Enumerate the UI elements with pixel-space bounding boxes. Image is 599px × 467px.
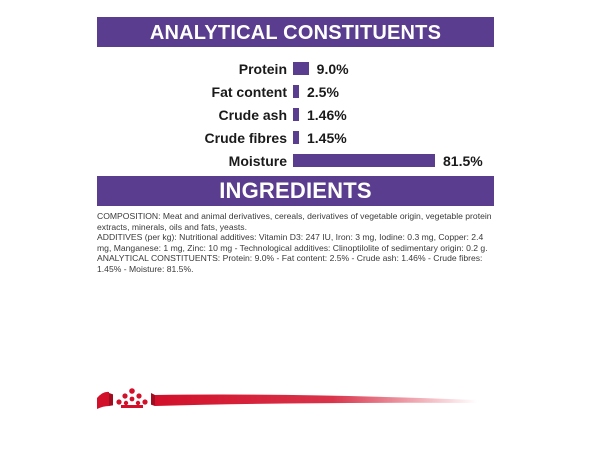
constituent-row: Crude ash 1.46% — [0, 104, 599, 126]
constituent-value: 81.5% — [443, 153, 483, 169]
analytical-constituents-header: ANALYTICAL CONSTITUENTS — [97, 17, 494, 47]
constituent-bar — [293, 154, 435, 167]
constituent-value: 9.0% — [316, 61, 349, 77]
constituent-bar — [293, 131, 299, 144]
constituent-bar — [293, 62, 309, 75]
constituent-row: Protein 9.0% — [0, 58, 599, 80]
constituent-value: 2.5% — [307, 84, 339, 100]
ingredients-text: COMPOSITION: Meat and animal derivatives… — [97, 211, 497, 275]
constituent-label: Fat content — [211, 84, 287, 100]
crown-logo-icon — [113, 384, 151, 408]
constituent-label: Crude ash — [218, 107, 287, 123]
constituent-bar — [293, 108, 299, 121]
constituent-label: Moisture — [228, 153, 287, 169]
constituent-value: 1.46% — [307, 107, 347, 123]
constituent-value: 1.45% — [307, 130, 347, 146]
composition-text: COMPOSITION: Meat and animal derivatives… — [97, 211, 492, 232]
constituent-row: Moisture 81.5% — [0, 150, 599, 172]
constituent-row: Crude fibres 1.45% — [0, 127, 599, 149]
constituent-label: Crude fibres — [204, 130, 287, 146]
ingredients-header: INGREDIENTS — [97, 176, 494, 206]
constituent-bar — [293, 85, 299, 98]
brand-footer — [97, 376, 497, 416]
brand-ribbon — [97, 384, 477, 409]
constituent-row: Fat content 2.5% — [0, 81, 599, 103]
additives-text: ADDITIVES (per kg): Nutritional additive… — [97, 232, 488, 253]
analytical-constituents-text: ANALYTICAL CONSTITUENTS: Protein: 9.0% -… — [97, 253, 483, 274]
constituent-label: Protein — [238, 61, 287, 77]
